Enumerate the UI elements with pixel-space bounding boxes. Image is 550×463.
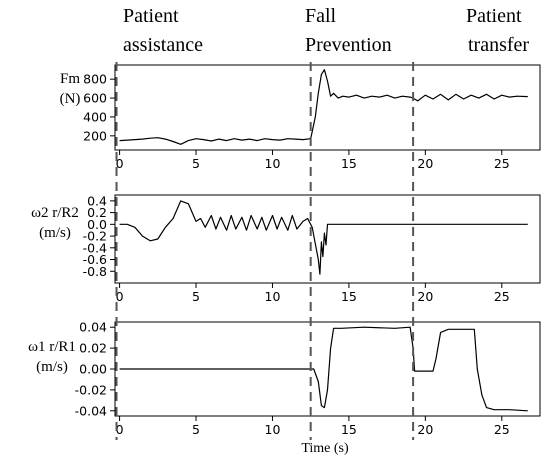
omega2-x-tick-label: 15 [341,289,357,304]
force-y-tick-label: 200 [83,128,107,143]
omega2-ylabel-unit: (m/s) [39,225,71,241]
force-y-tick-label: 600 [83,91,107,106]
force-y-tick-label: 400 [83,109,107,124]
omega2-y-tick-label: -0.2 [83,229,107,244]
phase-labels: Patient assistance Fall Prevention Patie… [123,5,529,56]
omega2-x-tick-label: 0 [116,289,124,304]
omega2-y-tick-label: -0.6 [83,252,107,267]
phase-dividers [115,62,415,440]
force-ylabel: Fm [60,71,80,87]
omega1-panel: ω1 r/R1 (m/s) 0.04 0.02 0.00 -0.02 -0.04 0 5 10… [28,320,541,437]
omega2-y-tick-label: -0.4 [83,240,107,255]
phase-1-subtitle: assistance [123,34,203,56]
omega1-x-tick-label: 25 [494,422,510,437]
omega1-y-tick-label: -0.02 [75,382,107,397]
force-x-tick-label: 25 [494,156,510,171]
omega2-x-tick-label: 5 [192,289,200,304]
omega1-x-tick-label: 0 [116,422,124,437]
x-axis-label: Time (s) [301,441,349,456]
force-x-tick-label: 0 [116,156,124,171]
force-x-tick-label: 20 [417,156,433,171]
omega1-ylabel: ω1 r/R1 [28,339,76,355]
omega1-y-tick-label: 0.00 [79,362,107,377]
omega1-ylabel-unit: (m/s) [36,359,68,375]
omega2-y-tick-label: 0.0 [87,217,107,232]
force-x-tick-label: 10 [265,156,281,171]
omega2-x-tick-label: 25 [494,289,510,304]
force-ylabel-unit: (N) [60,91,81,107]
force-x-tick-label: 5 [192,156,200,171]
phase-2-subtitle: Prevention [305,34,392,56]
omega2-y-tick-label: -0.8 [83,264,107,279]
omega1-series-line [119,326,528,412]
force-series-line [119,69,528,145]
phase-2-title: Fall [305,5,337,27]
omega2-y-tick-label: 0.4 [87,193,107,208]
omega1-y-tick-label: 0.02 [79,341,107,356]
omega2-x-tick-label: 10 [265,289,281,304]
omega1-y-tick-label: -0.04 [75,403,107,418]
omega2-y-tick-label: 0.2 [87,205,107,220]
omega2-panel: ω2 r/R2 (m/s) 0.40.20.0-0.2-0.4-0.6-0.8 0… [31,193,541,304]
omega1-x-tick-label: 10 [265,422,281,437]
omega1-x-tick-label: 5 [192,422,200,437]
phase-3-subtitle: transfer [468,34,529,56]
omega2-plot-frame [114,194,541,284]
omega2-ylabel: ω2 r/R2 [31,205,79,221]
phase-1-title: Patient [123,5,179,27]
force-plot-frame [114,64,541,151]
omega2-series-line [119,200,528,275]
omega1-x-tick-label: 15 [341,422,357,437]
force-y-tick-label: 800 [83,72,107,87]
omega1-x-tick-label: 20 [417,422,433,437]
omega1-y-tick-label: 0.04 [79,320,107,335]
force-panel: Fm (N) 200 400 600 800 0 5 10 15 20 25 [60,64,541,171]
phase-3-title: Patient [466,5,522,27]
omega2-x-tick-label: 20 [417,289,433,304]
force-x-tick-label: 15 [341,156,357,171]
